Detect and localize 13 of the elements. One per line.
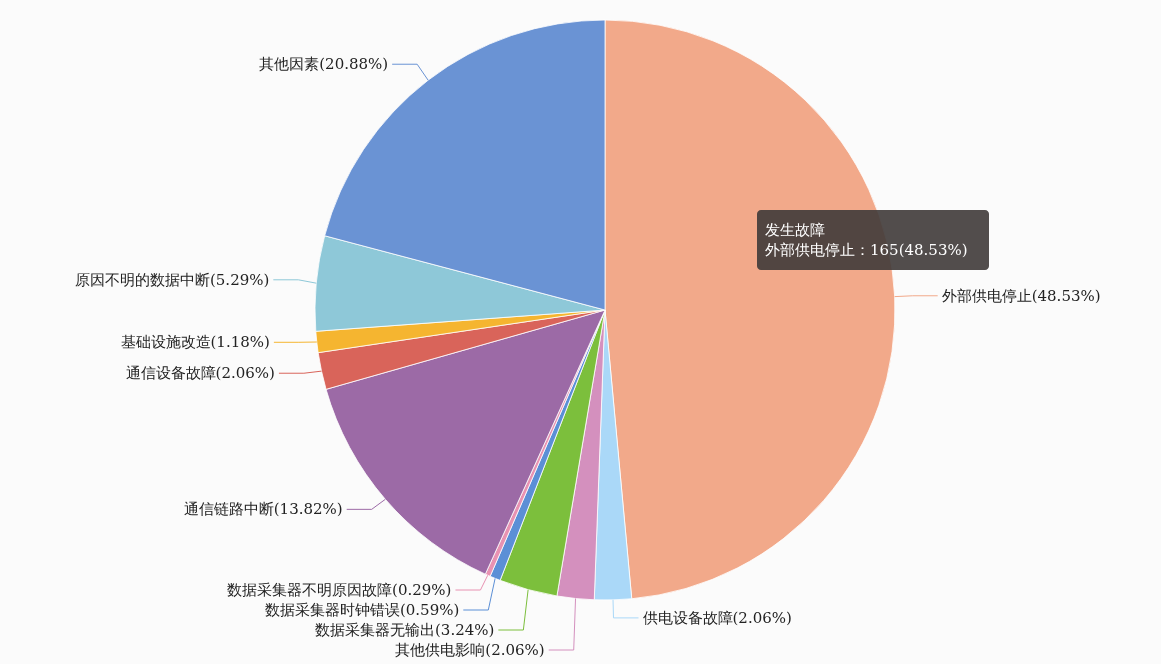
slice-label: 其他供电影响(2.06%) [395, 641, 545, 659]
slice-label: 其他因素(20.88%) [259, 55, 389, 74]
slice-label: 数据采集器无输出(3.24%) [314, 621, 495, 639]
slice-label: 供电设备故障(2.06%) [642, 608, 792, 627]
slice-label: 数据采集器不明原因故障(0.29%) [227, 581, 452, 599]
text: 发生故障 [765, 221, 825, 239]
slice-label: 通信设备故障(2.06%) [125, 364, 275, 383]
text: 外部供电停止：165(48.53%) [765, 241, 968, 259]
slice-label: 数据采集器时钟错误(0.59%) [264, 601, 460, 619]
slice-label: 通信链路中断(13.82%) [183, 500, 343, 519]
slice-label: 原因不明的数据中断(5.29%) [74, 270, 270, 289]
slice-label: 外部供电停止(48.53%) [941, 286, 1101, 305]
slice-label: 基础设施改造(1.18%) [120, 333, 270, 352]
